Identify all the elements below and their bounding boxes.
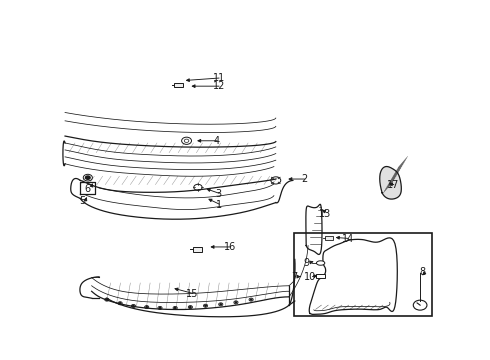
Text: 13: 13 bbox=[319, 209, 331, 219]
FancyBboxPatch shape bbox=[325, 236, 333, 240]
Text: 11: 11 bbox=[213, 73, 225, 83]
Text: 7: 7 bbox=[292, 271, 298, 282]
Bar bbox=[317, 274, 325, 278]
Text: 16: 16 bbox=[224, 242, 236, 252]
Circle shape bbox=[86, 176, 90, 179]
Ellipse shape bbox=[317, 261, 325, 265]
Circle shape bbox=[120, 303, 121, 304]
Circle shape bbox=[106, 299, 108, 300]
Circle shape bbox=[220, 304, 221, 305]
Circle shape bbox=[235, 302, 237, 303]
Circle shape bbox=[146, 307, 147, 308]
Text: 12: 12 bbox=[213, 81, 225, 91]
Bar bbox=[294, 233, 432, 316]
Text: 5: 5 bbox=[79, 196, 85, 206]
Text: 8: 8 bbox=[420, 267, 426, 277]
Text: 2: 2 bbox=[301, 174, 307, 184]
Circle shape bbox=[250, 299, 252, 300]
Text: 17: 17 bbox=[387, 180, 400, 190]
Circle shape bbox=[190, 307, 191, 308]
Text: 1: 1 bbox=[216, 201, 222, 210]
Circle shape bbox=[133, 305, 134, 307]
FancyBboxPatch shape bbox=[174, 82, 183, 87]
Text: 6: 6 bbox=[85, 184, 91, 194]
FancyBboxPatch shape bbox=[193, 247, 202, 252]
Text: 3: 3 bbox=[216, 189, 222, 199]
Text: 9: 9 bbox=[303, 258, 309, 268]
Circle shape bbox=[174, 307, 176, 309]
Circle shape bbox=[159, 307, 161, 309]
Circle shape bbox=[205, 305, 206, 306]
Polygon shape bbox=[380, 167, 401, 198]
Text: 10: 10 bbox=[304, 271, 316, 282]
Text: 15: 15 bbox=[186, 289, 198, 299]
Text: 4: 4 bbox=[214, 136, 220, 146]
Text: 14: 14 bbox=[342, 234, 354, 244]
